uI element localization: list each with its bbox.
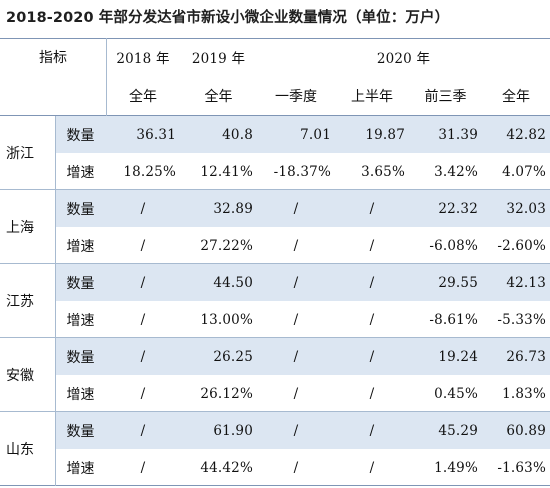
column-divider (55, 116, 56, 486)
header-period: 全年 (482, 76, 550, 116)
metric-label: 数量 (55, 338, 106, 375)
table-cell: 26.12% (180, 375, 257, 412)
table-cell: / (106, 449, 180, 486)
table-cell: / (257, 412, 335, 449)
table-cell: / (106, 375, 180, 412)
header-year-2018: 2018 年 (106, 38, 180, 76)
table-cell: / (257, 301, 335, 338)
table-cell: 36.31 (106, 116, 180, 153)
table-cell: / (106, 412, 180, 449)
metric-label: 数量 (55, 412, 106, 449)
row-divider (0, 411, 550, 412)
header-period: 全年 (106, 76, 180, 116)
table-cell: 32.03 (482, 190, 550, 227)
table-cell: / (257, 227, 335, 264)
table-cell: 3.42% (409, 153, 482, 190)
table-cell: 45.29 (409, 412, 482, 449)
table-cell: 42.13 (482, 264, 550, 301)
table-cell: / (257, 190, 335, 227)
metric-label: 增速 (55, 375, 106, 412)
table-cell: 19.24 (409, 338, 482, 375)
table-cell: -5.33% (482, 301, 550, 338)
header-year-2019: 2019 年 (180, 38, 257, 76)
table-cell: 26.73 (482, 338, 550, 375)
table-cell: / (106, 264, 180, 301)
table-cell: 27.22% (180, 227, 257, 264)
table-cell: 13.00% (180, 301, 257, 338)
table-cell: 60.89 (482, 412, 550, 449)
row-divider (0, 115, 550, 116)
table-cell: / (335, 338, 409, 375)
table-cell: / (335, 412, 409, 449)
table-cell: 26.25 (180, 338, 257, 375)
header-indicator: 指标 (0, 38, 106, 76)
table-cell: / (257, 338, 335, 375)
table-cell: / (335, 449, 409, 486)
table-cell: 4.07% (482, 153, 550, 190)
table-cell: -6.08% (409, 227, 482, 264)
region-label: 山东 (0, 412, 55, 486)
table-cell: -1.63% (482, 449, 550, 486)
table-cell: 29.55 (409, 264, 482, 301)
row-divider (0, 38, 550, 39)
table-cell: / (257, 449, 335, 486)
table-title: 2018-2020 年部分发达省市新设小微企业数量情况（单位：万户） (6, 10, 450, 26)
row-divider (0, 189, 550, 190)
table-cell: 61.90 (180, 412, 257, 449)
metric-label: 增速 (55, 301, 106, 338)
column-divider (106, 38, 107, 116)
table-cell: 18.25% (106, 153, 180, 190)
table-cell: / (106, 190, 180, 227)
table-cell: 22.32 (409, 190, 482, 227)
table-cell: / (106, 227, 180, 264)
table-cell: 44.42% (180, 449, 257, 486)
table-cell: / (106, 338, 180, 375)
table-cell: / (335, 301, 409, 338)
header-period: 前三季 (409, 76, 482, 116)
metric-label: 数量 (55, 190, 106, 227)
table-cell: 44.50 (180, 264, 257, 301)
header-period: 上半年 (335, 76, 409, 116)
row-divider (0, 485, 550, 486)
table-cell: -18.37% (257, 153, 335, 190)
table-cell: -2.60% (482, 227, 550, 264)
table-cell: / (335, 227, 409, 264)
table-cell: 3.65% (335, 153, 409, 190)
table-cell: 19.87 (335, 116, 409, 153)
table-cell: 1.49% (409, 449, 482, 486)
table-cell: / (335, 375, 409, 412)
table-cell: / (257, 264, 335, 301)
table-cell: / (257, 375, 335, 412)
header-period: 全年 (180, 76, 257, 116)
table-cell: / (335, 190, 409, 227)
header-period: 一季度 (257, 76, 335, 116)
table-cell: 12.41% (180, 153, 257, 190)
table-cell: 1.83% (482, 375, 550, 412)
metric-label: 增速 (55, 227, 106, 264)
metric-label: 数量 (55, 264, 106, 301)
header-year-2020: 2020 年 (257, 38, 550, 76)
region-label: 安徽 (0, 338, 55, 412)
table-cell: / (106, 301, 180, 338)
table-cell: 32.89 (180, 190, 257, 227)
row-divider (0, 263, 550, 264)
table-cell: 42.82 (482, 116, 550, 153)
table-cell: -8.61% (409, 301, 482, 338)
table-cell: 0.45% (409, 375, 482, 412)
table-cell: 7.01 (257, 116, 335, 153)
metric-label: 增速 (55, 153, 106, 190)
metric-label: 数量 (55, 116, 106, 153)
data-table: 指标 2018 年 2019 年 2020 年全年 全年 一季度 上半年 前三季 全年 浙江 数量 3… (0, 38, 550, 486)
table-cell: / (335, 264, 409, 301)
region-label: 上海 (0, 190, 55, 264)
metric-label: 增速 (55, 449, 106, 486)
region-label: 浙江 (0, 116, 55, 190)
table-cell: 40.8 (180, 116, 257, 153)
table-cell: 31.39 (409, 116, 482, 153)
region-label: 江苏 (0, 264, 55, 338)
row-divider (0, 337, 550, 338)
